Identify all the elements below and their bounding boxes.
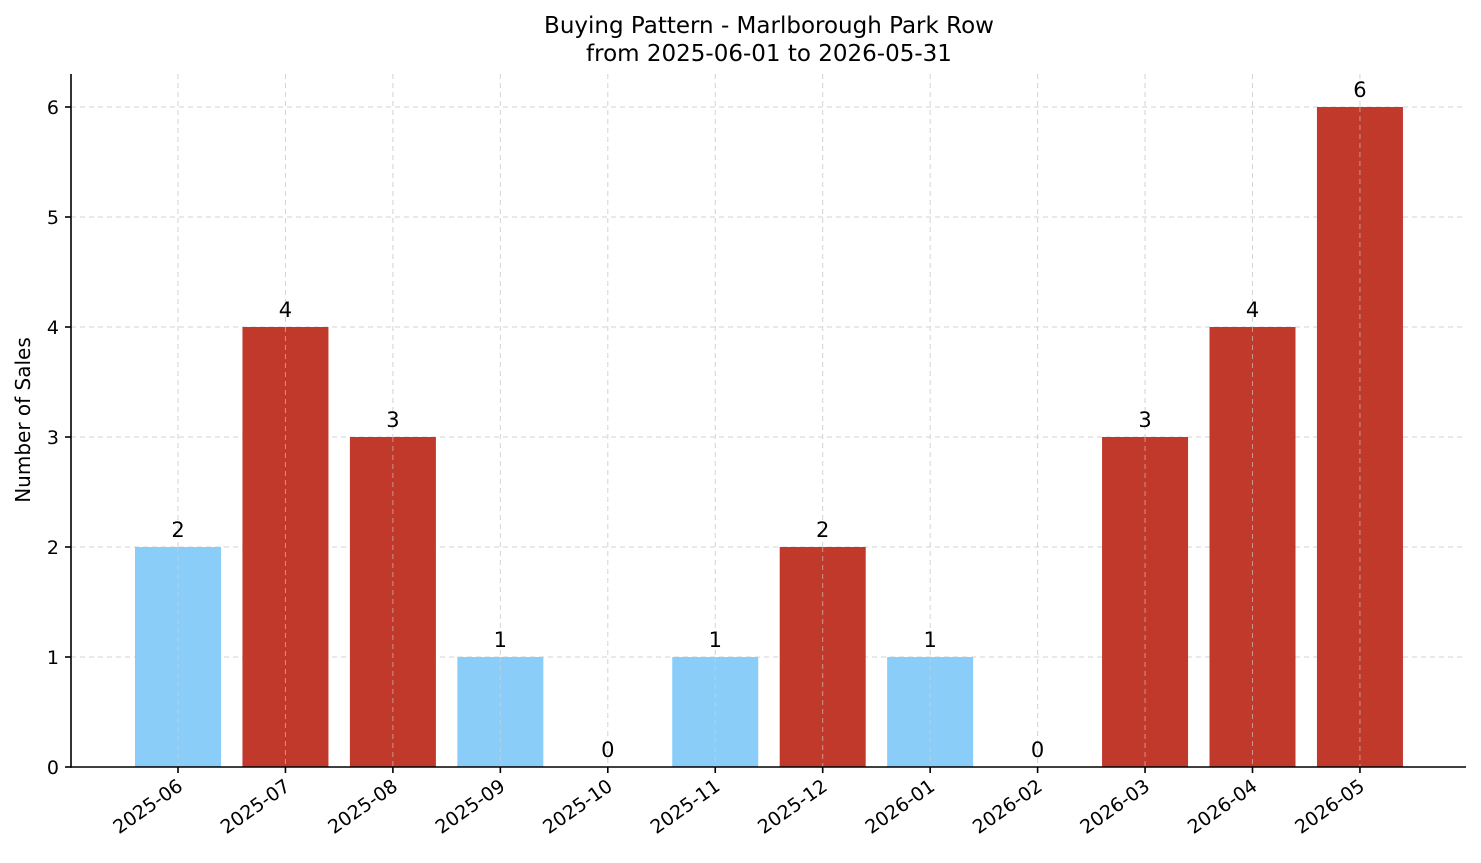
chart-title: Buying Pattern - Marlborough Park Row [544,13,994,39]
bar-value-label: 1 [494,628,507,652]
x-tick-label: 2026-02 [969,775,1047,839]
x-tick-label: 2026-01 [861,775,939,839]
x-tick-label: 2025-10 [539,775,617,839]
chart-subtitle: from 2025-06-01 to 2026-05-31 [586,41,952,67]
y-tick-label: 4 [47,317,59,339]
x-tick-label: 2025-09 [432,775,510,839]
bars-layer [135,107,1403,767]
x-tick-label: 2025-12 [754,775,832,839]
bar-value-label: 0 [601,738,614,762]
x-tick-label: 2025-11 [646,775,724,839]
x-tick-label: 2025-06 [109,775,187,839]
bar-value-label: 6 [1353,78,1366,102]
y-tick-label: 3 [47,427,59,449]
y-tick-label: 5 [47,207,59,229]
bar-value-label: 3 [1138,408,1151,432]
bar-value-label: 1 [923,628,936,652]
x-tick-label: 2026-03 [1076,775,1154,839]
bar-value-label: 3 [386,408,399,432]
bar-value-label: 1 [709,628,722,652]
x-tick-label: 2026-04 [1184,775,1262,839]
bar-value-label: 4 [279,298,292,322]
bar-value-label: 2 [171,518,184,542]
y-tick-label: 1 [47,647,59,669]
axes-layer [70,74,1466,768]
bar-value-label: 2 [816,518,829,542]
bar-labels-layer: 2 4 3 1 0 1 2 1 0 3 4 6 [171,78,1366,762]
y-tick-label: 6 [47,97,59,119]
bar-value-label: 0 [1031,738,1044,762]
x-tick-label: 2026-05 [1291,775,1369,839]
x-tick-label: 2025-07 [217,775,295,839]
y-tick-label: 2 [47,537,59,559]
y-axis-label: Number of Sales [11,337,35,503]
bar-value-label: 4 [1246,298,1259,322]
y-tick-label: 0 [47,757,59,779]
x-tick-label: 2025-08 [324,775,402,839]
